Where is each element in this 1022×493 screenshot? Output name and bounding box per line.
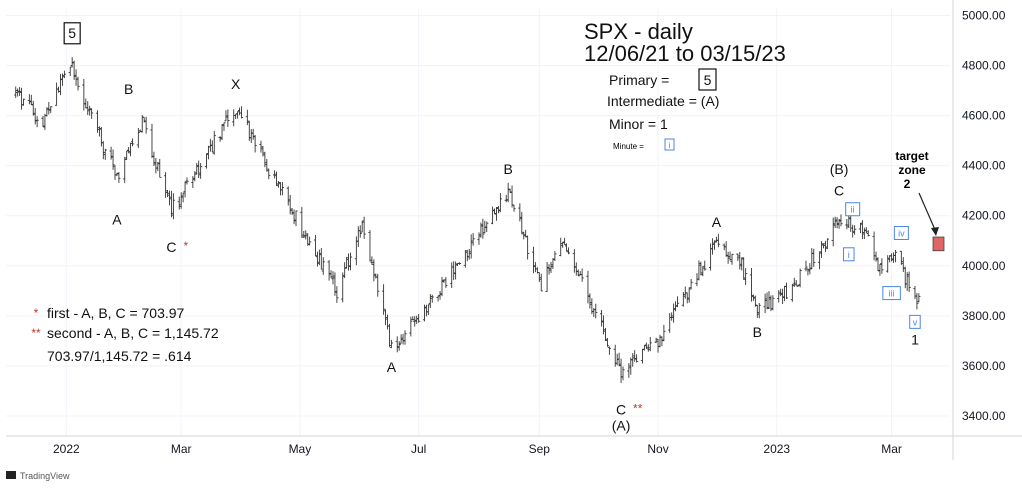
wave-label: C bbox=[616, 401, 626, 417]
wave-label-star: ** bbox=[633, 401, 643, 415]
wave-label: C bbox=[166, 239, 176, 255]
chart-legend: SPX - daily 12/06/21 to 03/15/23 Primary… bbox=[584, 19, 786, 151]
x-tick-label: May bbox=[289, 442, 312, 456]
x-tick-label: Jul bbox=[411, 442, 426, 456]
wave-label: A bbox=[712, 214, 722, 230]
note-3-text: 703.97/1,145.72 = .614 bbox=[47, 348, 192, 364]
x-tick-label: Mar bbox=[881, 442, 902, 456]
legend-primary-box bbox=[698, 68, 717, 91]
minute-label: v bbox=[913, 317, 918, 327]
y-tick-label: 4200.00 bbox=[962, 209, 1006, 223]
y-tick-label: 3600.00 bbox=[962, 359, 1006, 373]
chart-title: SPX - daily bbox=[584, 19, 693, 44]
legend-primary-label: Primary = bbox=[609, 72, 669, 88]
minute-label-box bbox=[845, 202, 861, 217]
legend-minute-value: i bbox=[669, 141, 671, 150]
note-2-stars: ** bbox=[31, 326, 41, 340]
grid-layer bbox=[6, 8, 950, 436]
minute-label: iv bbox=[898, 229, 905, 239]
minute-label-box bbox=[909, 314, 921, 329]
x-tick-label: 2023 bbox=[763, 442, 790, 456]
ratio-notes: * first - A, B, C = 703.97 ** second - A… bbox=[31, 305, 218, 364]
axes: 3400.00 3600.00 3800.00 4000.00 4200.00 4400.… bbox=[6, 0, 1022, 460]
y-tick-label: 3800.00 bbox=[962, 309, 1006, 323]
wave-label: X bbox=[231, 76, 241, 92]
minute-label: iii bbox=[889, 289, 895, 299]
target-arrow-line bbox=[918, 192, 937, 233]
y-tick-label: 4800.00 bbox=[962, 59, 1006, 73]
price-bars bbox=[14, 57, 921, 384]
wave-label: B bbox=[124, 81, 133, 97]
y-tick-label: 4400.00 bbox=[962, 159, 1006, 173]
wave-label: (A) bbox=[612, 418, 631, 434]
y-tick-label: 4600.00 bbox=[962, 109, 1006, 123]
tradingview-watermark: TradingView bbox=[6, 471, 70, 481]
minute-label-box bbox=[882, 286, 901, 301]
chart-subtitle: 12/06/21 to 03/15/23 bbox=[584, 41, 786, 66]
minute-label: ii bbox=[851, 205, 855, 215]
legend-primary-value: 5 bbox=[704, 72, 712, 88]
y-tick-label: 4000.00 bbox=[962, 259, 1006, 273]
note-1-text: first - A, B, C = 703.97 bbox=[47, 305, 185, 321]
note-1-stars: * bbox=[34, 306, 39, 320]
legend-minute-label: Minute = bbox=[613, 142, 644, 151]
target-zone: target zone 2 bbox=[895, 149, 945, 252]
target-zone-box bbox=[932, 236, 945, 252]
y-tick-label: 5000.00 bbox=[962, 9, 1006, 23]
brand-label: TradingView bbox=[20, 471, 70, 481]
note-2-text: second - A, B, C = 1,145.72 bbox=[47, 325, 219, 341]
wave-label: A bbox=[387, 359, 397, 375]
wave-label: C bbox=[834, 182, 844, 198]
target-arrow-head bbox=[931, 227, 939, 236]
wave-label-star: * bbox=[183, 239, 188, 253]
x-tick-label: Mar bbox=[171, 442, 192, 456]
minute-label-box bbox=[843, 247, 855, 262]
tradingview-logo-icon bbox=[6, 471, 16, 479]
target-label-line3: 2 bbox=[904, 177, 911, 191]
wave-label: B bbox=[503, 161, 512, 177]
wave-label: B bbox=[753, 324, 762, 340]
legend-minor: Minor = 1 bbox=[609, 116, 668, 132]
target-label-line1: target bbox=[895, 149, 928, 163]
minute-label: i bbox=[848, 250, 850, 260]
wave-label: 5 bbox=[68, 25, 76, 41]
y-tick-label: 3400.00 bbox=[962, 409, 1006, 423]
wave-label: (B) bbox=[830, 161, 849, 177]
legend-intermediate: Intermediate = (A) bbox=[607, 93, 719, 109]
legend-minute-box bbox=[664, 138, 675, 151]
target-label-line2: zone bbox=[898, 163, 926, 177]
x-tick-label: Nov bbox=[647, 442, 668, 456]
wave-label: 1 bbox=[911, 331, 919, 347]
minute-label-box bbox=[893, 226, 909, 241]
x-tick-label: Sep bbox=[529, 442, 551, 456]
wave-label: A bbox=[112, 211, 122, 227]
x-tick-label: 2022 bbox=[53, 442, 80, 456]
wave-label-box bbox=[63, 22, 81, 45]
